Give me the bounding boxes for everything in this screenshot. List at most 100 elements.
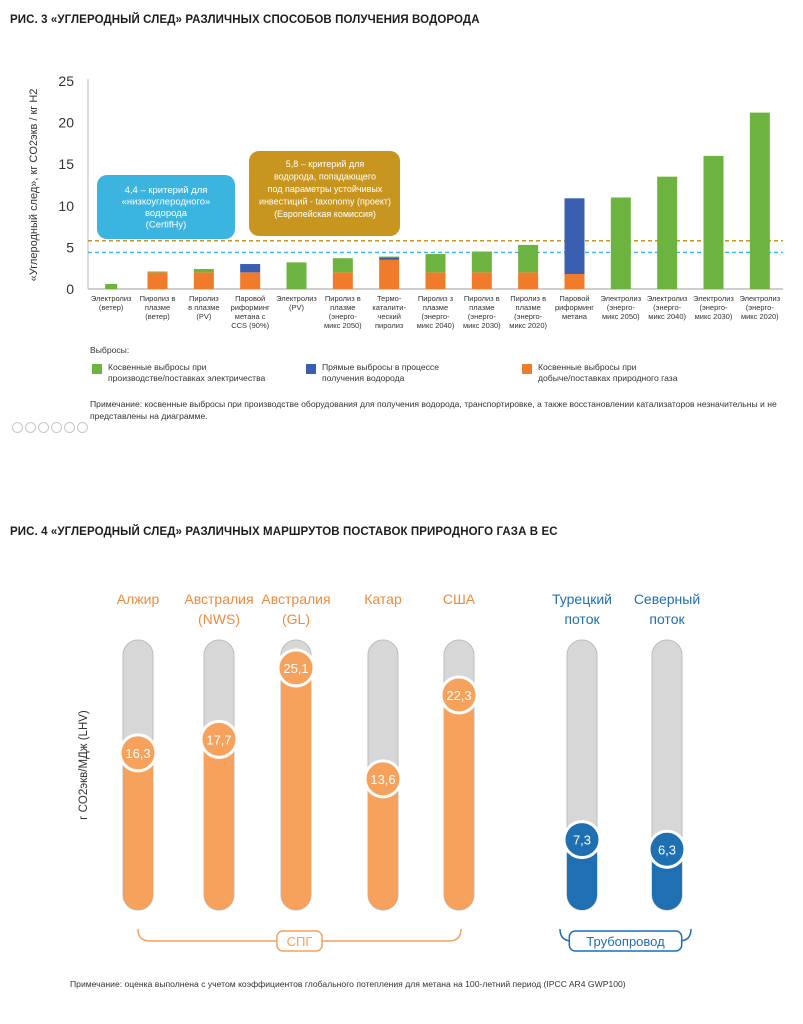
value-label: 16,3: [125, 746, 150, 761]
x-tick-label: Термо-каталити-ческий пиролиз: [372, 294, 406, 330]
bar-fill: [281, 667, 311, 910]
bar-fill: [444, 694, 474, 910]
y-tick-label: 10: [58, 198, 74, 214]
bar-segment: [379, 259, 400, 289]
category-label: Австралия (NWS): [184, 591, 253, 627]
value-label: 6,3: [658, 842, 676, 857]
legend-title: Выбросы:: [90, 345, 130, 355]
lng-group-bracket-left: [137, 928, 277, 942]
y-tick-label: 20: [58, 115, 74, 131]
value-label: 22,3: [446, 688, 471, 703]
value-marker: [439, 675, 479, 715]
share-icon[interactable]: [12, 422, 23, 433]
bar-segment: [332, 258, 353, 273]
value-marker: [562, 820, 602, 860]
y-tick-label: 5: [66, 239, 74, 255]
bar-segment: [564, 198, 585, 275]
value-label: 17,7: [206, 732, 231, 747]
share-icon[interactable]: [51, 422, 62, 433]
bar-segment: [657, 176, 678, 289]
category-label: Северный поток: [634, 591, 700, 627]
x-tick-label: Электролиз (ветер): [91, 294, 132, 312]
callout-taxonomy-text: 5,8 – критерий для водорода, попадающего п…: [259, 159, 391, 219]
bar-segment: [147, 271, 168, 273]
bar-fill: [123, 752, 153, 910]
value-label: 25,1: [283, 661, 308, 676]
bar-segment: [379, 256, 400, 258]
x-tick-label: Паровой риформинг метана с CCS (90%): [231, 294, 270, 330]
figure3-title: РИС. 3 «УГЛЕРОДНЫЙ СЛЕД» РАЗЛИЧНЫХ СПОСО…: [10, 14, 480, 26]
figure4-title: РИС. 4 «УГЛЕРОДНЫЙ СЛЕД» РАЗЛИЧНЫХ МАРШР…: [10, 526, 558, 538]
bar-segment: [193, 269, 214, 273]
x-tick-label: Пиролиз в плазме (ветер): [140, 294, 176, 321]
bar-segment: [471, 251, 492, 273]
value-marker: [276, 648, 316, 688]
x-tick-label: Паровой риформинг метана: [555, 294, 594, 321]
legend-label: Косвенные выбросы при добыче/поставках пр…: [538, 362, 678, 383]
y-tick-label: 0: [66, 281, 74, 297]
legend-label: Косвенные выбросы при производстве/постав…: [108, 362, 266, 383]
x-tick-label: Пиролиз в плазме (PV): [188, 294, 219, 321]
y-tick-label: 15: [58, 156, 74, 172]
value-marker: [118, 733, 158, 773]
bar-segment: [105, 284, 118, 289]
bar-segment: [425, 272, 446, 289]
legend-swatch: [306, 364, 316, 374]
bar-segment: [147, 272, 168, 289]
callout-taxonomy: [249, 151, 400, 236]
lng-group-bracket-right: [322, 928, 462, 942]
figure3-chart: 0 5 10 15 20 25 «Углеродный след», кг CO2экв /…: [28, 73, 783, 330]
bar-segment: [286, 262, 307, 289]
x-tick-label: Электролиз (энерго-микс 2020): [739, 294, 780, 321]
value-label: 13,6: [370, 772, 395, 787]
x-tick-label: Электролиз (энерго-микс 2030): [693, 294, 734, 321]
category-label: Катар: [364, 591, 402, 607]
x-tick-label: Электролиз (энерго-микс 2040): [647, 294, 688, 321]
legend-label: Прямые выбросы в процессе получения водор…: [322, 362, 439, 383]
legend-swatch: [522, 364, 532, 374]
value-marker: [199, 719, 239, 759]
share-icon[interactable]: [38, 422, 49, 433]
x-tick-label: Электролиз (энерго-микс 2050): [600, 294, 641, 321]
value-marker: [647, 829, 687, 869]
bar-segment: [471, 272, 492, 289]
category-label: Алжир: [117, 591, 160, 607]
x-tick-label: Пиролиз з плазме (энерго-микс 2040): [417, 294, 455, 330]
share-icon[interactable]: [77, 422, 88, 433]
bar-segment: [749, 112, 770, 289]
x-tick-label: Электролиз (PV): [276, 294, 317, 312]
bar-segment: [518, 244, 539, 273]
value-marker: [363, 759, 403, 799]
pipeline-group-label: Трубопровод: [586, 934, 665, 949]
bar-segment: [518, 272, 539, 289]
x-tick-label: Пиролиз в плазме (энерго-микс 2030): [463, 294, 501, 330]
share-icon[interactable]: [25, 422, 36, 433]
pipeline-group-label-box: [568, 930, 683, 952]
share-icons: [12, 420, 90, 438]
bar-fill: [204, 739, 234, 910]
bar-fill: [368, 778, 398, 910]
bar-segment: [379, 257, 400, 260]
share-icon[interactable]: [64, 422, 75, 433]
category-label: Австралия (GL): [261, 591, 330, 627]
bar-segment: [564, 274, 585, 289]
lng-group-label: СПГ: [287, 934, 313, 949]
bar-segment: [193, 272, 214, 289]
figure4-note: Примечание: оценка выполнена с учетом ко…: [70, 979, 626, 989]
bar-segment: [703, 155, 724, 289]
category-label: Турецкий поток: [552, 591, 612, 627]
bar-segment: [332, 272, 353, 289]
bar-segment: [425, 254, 446, 273]
legend-swatch: [92, 364, 102, 374]
x-tick-label: Пиролиз в плазме (энерго-микс 2020): [509, 294, 547, 330]
x-tick-label: Пиролиз в плазме (энерго-микс 2050): [324, 294, 362, 330]
value-label: 7,3: [573, 833, 591, 848]
bar-segment: [240, 264, 261, 273]
bar-segment: [610, 197, 631, 289]
lng-group-label-box: [276, 930, 323, 952]
bar-segment: [240, 272, 261, 289]
figure3-note: Примечание: косвенные выбросы при произв…: [90, 399, 777, 421]
callout-certifhy-text: 4,4 – критерий для «низкоуглеродного» водо…: [122, 185, 211, 231]
y-axis-label: г CO2экв/МДж (LHV): [78, 710, 90, 820]
